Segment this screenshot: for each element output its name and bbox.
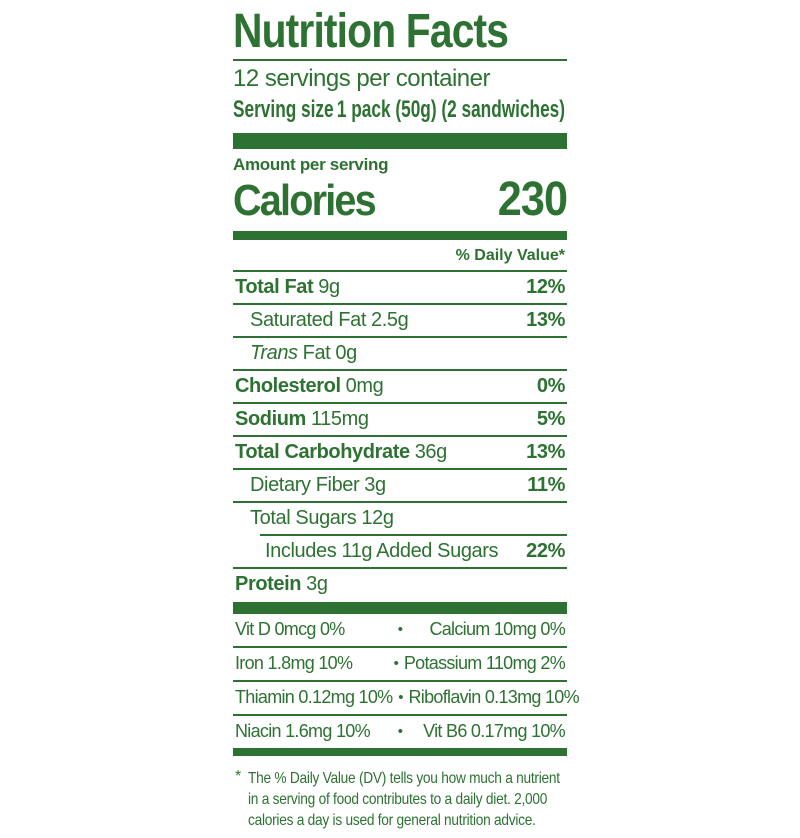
nutrient-row-dietary-fiber: Dietary Fiber 3g 11% [233,468,567,501]
nutrient-name: Saturated Fat [250,309,366,331]
daily-value-footnote: * The % Daily Value (DV) tells you how m… [233,768,567,838]
footnote-line: The % Daily Value (DV) tells you how muc… [248,770,560,787]
calories-divider-bar [233,231,567,240]
serving-size-value: 1 pack (50g) (2 sandwiches) [336,96,565,123]
nutrient-amount: 0g [335,342,357,364]
nutrient-amount: 9g [318,276,340,298]
nutrient-amount: 3g [306,573,328,595]
title-divider [233,59,567,61]
nutrient-amount: 2.5g [370,309,409,331]
nutrient-row-saturated-fat: Saturated Fat 2.5g 13% [233,303,567,336]
serving-size-label: Serving size [233,96,334,123]
nutrient-row-total-fat: Total Fat 9g 12% [233,270,567,303]
amount-per-serving-label: Amount per serving [233,155,389,174]
micronutrient-left: Niacin 1.6mg 10% [235,721,371,741]
micronutrient-row: Vit D 0mcg 0% • Calcium 10mg 0% [233,614,567,646]
footnote-line: calories a day is used for general nutri… [248,812,536,829]
bullet-icon: • [397,621,403,638]
nutrient-row-cholesterol: Cholesterol 0mg 0% [233,369,567,402]
bullet-icon: • [397,723,403,740]
nutrient-row-sodium: Sodium 115mg 5% [233,402,567,435]
nutrient-name: Total Carbohydrate [235,441,410,463]
nutrient-name: Total Fat [235,276,314,298]
micronutrient-right: Potassium 110mg 2% [403,653,566,673]
asterisk: * [235,768,242,785]
nutrient-amount: 36g [414,441,448,463]
micronutrient-row: Iron 1.8mg 10% • Potassium 110mg 2% [233,646,567,680]
micronutrient-right: Calcium 10mg 0% [429,619,565,639]
nutrient-name: Total Sugars [250,507,357,529]
calories-value: 230 [497,173,568,226]
micronutrient-left: Thiamin 0.12mg 10% [235,687,393,707]
nutrient-dv: 12% [526,276,565,298]
calories-label: Calories [233,176,377,225]
nutrient-amount: 115mg [310,408,369,430]
nutrient-amount: 0mg [345,375,384,397]
daily-value-header: % Daily Value* [455,247,565,264]
nutrient-row-total-sugars: Total Sugars 12g [233,501,567,534]
footer-divider-bar [233,748,567,756]
bullet-icon: • [398,689,403,706]
micronutrient-right: Vit B6 0.17mg 10% [423,721,566,741]
micronutrient-left: Vit D 0mcg 0% [235,619,345,639]
micronutrients-section: Vit D 0mcg 0% • Calcium 10mg 0% Iron 1.8… [233,614,580,748]
micronutrient-row: Thiamin 0.12mg 10% • Riboflavin 0.13mg 1… [233,680,580,714]
nutrient-amount: 3g [364,474,386,496]
nutrient-row-added-sugars: Includes 11g Added Sugars 22% [260,534,567,567]
bullet-icon: • [393,655,399,672]
nutrient-row-protein: Protein 3g [233,567,567,600]
servings-per-container: 12 servings per container [233,65,490,92]
nutrient-dv: 5% [536,408,566,430]
calories-row: Calories 230 [233,173,568,229]
protein-divider-bar [233,602,567,614]
nutrient-name: Dietary Fiber [250,474,360,496]
nutrient-row-trans-fat: Trans Fat 0g [233,336,567,369]
section-divider-bar [233,133,567,149]
nutrient-name: Cholesterol [235,375,341,397]
nutrient-name: Sodium [235,408,306,430]
nutrient-dv: 11% [527,474,565,496]
nutrient-dv: 13% [526,309,565,331]
nutrition-facts-label: Nutrition Facts 12 servings per containe… [233,5,580,838]
micronutrient-row: Niacin 1.6mg 10% • Vit B6 0.17mg 10% [233,714,567,748]
micronutrient-right: Riboflavin 0.13mg 10% [408,687,580,707]
nutrient-name: Fat [302,342,331,364]
label-title: Nutrition Facts [233,5,509,58]
nutrient-name: Includes 11g Added Sugars [265,540,499,562]
nutrient-dv: 13% [526,441,565,463]
serving-size-row: Serving size 1 pack (50g) (2 sandwiches) [233,94,567,126]
nutrient-dv: 22% [526,540,565,562]
nutrient-amount: 12g [361,507,394,529]
micronutrient-left: Iron 1.8mg 10% [235,653,353,673]
nutrient-dv: 0% [536,375,566,397]
nutrient-name: Protein [235,573,302,595]
nutrient-row-total-carbohydrate: Total Carbohydrate 36g 13% [233,435,567,468]
name-prefix-italic: Trans [250,342,298,364]
